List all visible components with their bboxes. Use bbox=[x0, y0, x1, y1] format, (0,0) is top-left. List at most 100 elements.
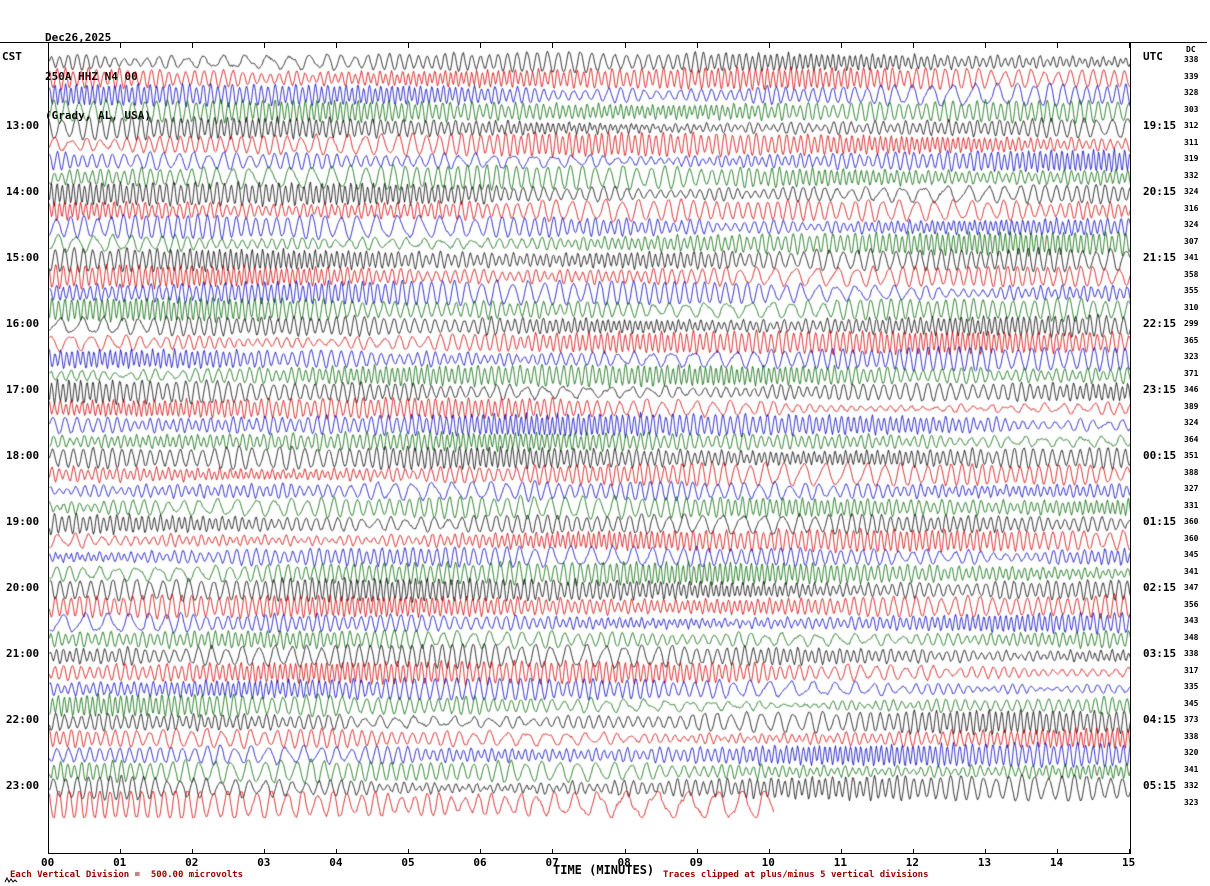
tick-mark bbox=[120, 43, 122, 48]
dc-value: 338 bbox=[1184, 731, 1199, 741]
dc-value: 345 bbox=[1184, 550, 1199, 559]
dc-value: 303 bbox=[1184, 104, 1199, 114]
clip-note: Traces clipped at plus/minus 5 vertical … bbox=[663, 870, 929, 880]
tick-mark bbox=[336, 849, 338, 854]
tick-mark bbox=[192, 43, 194, 48]
utc-label: 22:15 bbox=[1143, 317, 1177, 330]
utc-label: 05:15 bbox=[1143, 779, 1177, 792]
dc-value: 365 bbox=[1184, 335, 1199, 345]
dc-value: 316 bbox=[1184, 203, 1199, 213]
tick-mark bbox=[696, 43, 698, 48]
dc-value: 348 bbox=[1184, 632, 1199, 642]
dc-value: 338 bbox=[1184, 649, 1199, 658]
dc-value: 335 bbox=[1184, 682, 1199, 691]
x-tick-label: 05 bbox=[401, 856, 415, 869]
dc-value: 345 bbox=[1184, 698, 1199, 708]
utc-label: 23:15 bbox=[1143, 383, 1177, 396]
dc-value: 346 bbox=[1184, 385, 1199, 394]
dc-value: 351 bbox=[1184, 451, 1199, 460]
dc-value: 338 bbox=[1184, 55, 1199, 64]
dc-value: 343 bbox=[1184, 616, 1199, 625]
dc-value: 364 bbox=[1184, 434, 1199, 444]
utc-label: 21:15 bbox=[1143, 251, 1177, 264]
tick-mark bbox=[552, 849, 554, 854]
dc-value: 356 bbox=[1184, 599, 1199, 609]
dc-value: 373 bbox=[1184, 715, 1199, 724]
dc-value: 355 bbox=[1184, 286, 1199, 295]
utc-label: 19:15 bbox=[1143, 119, 1177, 132]
dc-column-title: DC bbox=[1186, 45, 1196, 54]
utc-label: 04:15 bbox=[1143, 713, 1177, 726]
tick-mark bbox=[264, 43, 266, 48]
dc-value: 317 bbox=[1184, 665, 1199, 675]
dc-value: 324 bbox=[1184, 187, 1199, 196]
tick-mark bbox=[1056, 43, 1058, 48]
dc-value: 341 bbox=[1184, 253, 1199, 262]
x-tick-label: 07 bbox=[545, 856, 559, 869]
tick-mark bbox=[1129, 43, 1130, 48]
dc-value: 347 bbox=[1184, 583, 1199, 592]
dc-value: 327 bbox=[1184, 484, 1199, 493]
date-line: Dec26,2025 bbox=[45, 31, 112, 44]
cst-label: 13:00 bbox=[6, 119, 40, 132]
x-tick-label: 14 bbox=[1049, 856, 1064, 869]
x-tick-label: 09 bbox=[689, 856, 703, 869]
dc-value: 299 bbox=[1184, 319, 1199, 328]
tick-mark bbox=[408, 849, 410, 854]
tick-mark bbox=[1129, 849, 1130, 854]
dc-value: 360 bbox=[1184, 533, 1199, 543]
cst-label: 22:00 bbox=[6, 713, 40, 726]
x-tick-label: 00 bbox=[41, 856, 55, 869]
dc-value: 360 bbox=[1184, 517, 1199, 526]
scale-note: Each Vertical Division = 500.00 microvol… bbox=[10, 870, 243, 880]
tick-mark bbox=[408, 43, 410, 48]
cst-label: 14:00 bbox=[6, 185, 40, 198]
utc-label: 00:15 bbox=[1143, 449, 1177, 462]
tick-mark bbox=[552, 43, 554, 48]
x-tick-label: 11 bbox=[833, 856, 847, 869]
tick-mark bbox=[768, 43, 770, 48]
plot-area bbox=[48, 42, 1131, 854]
tick-mark bbox=[984, 43, 986, 48]
tick-mark bbox=[48, 849, 49, 854]
utc-label: 01:15 bbox=[1143, 515, 1177, 528]
x-tick-label: 13 bbox=[977, 856, 992, 869]
tick-mark bbox=[48, 43, 49, 48]
dc-value: 307 bbox=[1184, 236, 1199, 246]
tick-mark bbox=[624, 849, 626, 854]
dc-value: 331 bbox=[1184, 500, 1199, 510]
dc-value: 358 bbox=[1184, 269, 1199, 279]
x-tick-label: 01 bbox=[113, 856, 127, 869]
x-tick-label: 10 bbox=[761, 856, 775, 869]
x-tick-label: 12 bbox=[905, 856, 920, 869]
dc-value: 311 bbox=[1184, 137, 1199, 147]
cst-label: 18:00 bbox=[6, 449, 40, 462]
x-tick-label: 15 bbox=[1122, 856, 1136, 869]
utc-label: 02:15 bbox=[1143, 581, 1177, 594]
tick-mark bbox=[984, 849, 986, 854]
dc-value: 332 bbox=[1184, 170, 1199, 180]
tick-mark bbox=[264, 849, 266, 854]
seismogram-traces bbox=[49, 43, 1130, 853]
tick-mark bbox=[120, 849, 122, 854]
x-tick-label: 06 bbox=[473, 856, 487, 869]
dc-value: 323 bbox=[1184, 797, 1199, 807]
corner-waveform-glyph bbox=[4, 876, 18, 883]
dc-value: 319 bbox=[1184, 154, 1199, 163]
tick-mark bbox=[768, 849, 770, 854]
right-axis-title: UTC bbox=[1143, 50, 1163, 63]
cst-label: 20:00 bbox=[6, 581, 40, 594]
cst-label: 23:00 bbox=[6, 779, 40, 792]
left-axis-title: CST bbox=[2, 50, 22, 63]
dc-value: 324 bbox=[1184, 220, 1199, 229]
cst-label: 19:00 bbox=[6, 515, 40, 528]
x-axis-title: TIME (MINUTES) bbox=[553, 863, 655, 877]
dc-value: 388 bbox=[1184, 467, 1199, 477]
dc-value: 324 bbox=[1184, 418, 1199, 427]
tick-mark bbox=[480, 849, 482, 854]
utc-label: 20:15 bbox=[1143, 185, 1177, 198]
x-tick-label: 04 bbox=[329, 856, 343, 869]
cst-label: 16:00 bbox=[6, 317, 40, 330]
utc-label: 03:15 bbox=[1143, 647, 1177, 660]
